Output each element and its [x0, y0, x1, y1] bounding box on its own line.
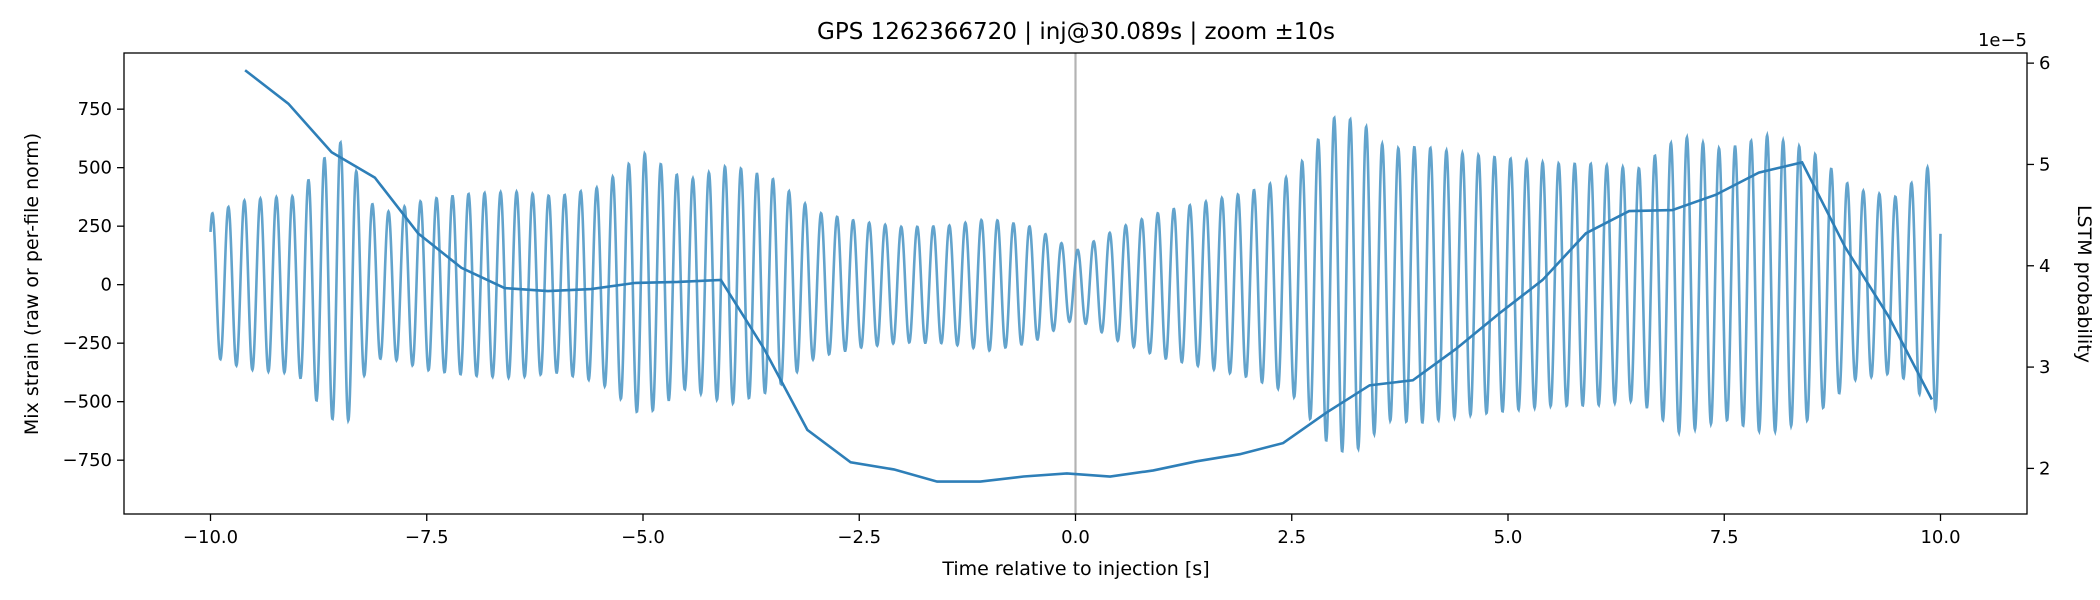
- y-tick-label: −500: [63, 392, 112, 413]
- x-tick-label: 0.0: [1061, 527, 1090, 548]
- y2-tick-label: 2: [2039, 458, 2050, 479]
- y-axis-label: Mix strain (raw or per-file norm): [21, 133, 43, 435]
- x-tick-label: −2.5: [837, 527, 881, 548]
- x-tick-label: −10.0: [183, 527, 238, 548]
- y2-tick-label: 6: [2039, 53, 2050, 74]
- x-tick-label: 5.0: [1494, 527, 1523, 548]
- y-tick-label: 750: [78, 99, 112, 120]
- plot-marks: [209, 53, 1942, 514]
- x-tick-label: −5.0: [621, 527, 665, 548]
- y-tick-label: −750: [63, 450, 112, 471]
- lstm-probability-line: [244, 69, 1934, 483]
- y2-tick-label: 5: [2039, 154, 2050, 175]
- chart-title: GPS 1262366720 | inj@30.089s | zoom ±10s: [817, 19, 1335, 45]
- y-tick-label: 500: [78, 158, 112, 179]
- x-tick-label: −7.5: [405, 527, 449, 548]
- y2-offset-text: 1e−5: [1978, 30, 2027, 51]
- y-axis-right: 2 3 4 5 6: [2027, 53, 2050, 479]
- y-tick-label: 0: [101, 275, 112, 296]
- y-axis-left: −750 −500 −250 0 250 500 750: [63, 99, 124, 471]
- y-tick-label: −250: [63, 333, 112, 354]
- y2-tick-label: 3: [2039, 357, 2050, 378]
- x-tick-label: 10.0: [1920, 527, 1960, 548]
- y-tick-label: 250: [78, 216, 112, 237]
- x-axis-label: Time relative to injection [s]: [941, 558, 1209, 580]
- y2-axis-label: LSTM probability: [2073, 205, 2095, 363]
- x-axis: −10.0 −7.5 −5.0 −2.5 0.0 2.5 5.0 7.5 10.0: [183, 514, 1961, 548]
- strain-series-line: [209, 115, 1942, 453]
- x-tick-label: 2.5: [1277, 527, 1306, 548]
- x-tick-label: 7.5: [1710, 527, 1739, 548]
- y2-tick-label: 4: [2039, 256, 2050, 277]
